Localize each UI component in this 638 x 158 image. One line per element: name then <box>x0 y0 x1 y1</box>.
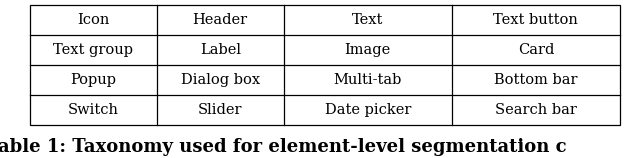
Text: Dialog box: Dialog box <box>181 73 260 87</box>
Text: Header: Header <box>193 13 248 27</box>
Text: Bottom bar: Bottom bar <box>494 73 577 87</box>
Text: Popup: Popup <box>70 73 116 87</box>
Text: Search bar: Search bar <box>495 103 577 117</box>
Text: Label: Label <box>200 43 241 57</box>
Text: Text: Text <box>352 13 383 27</box>
Text: Date picker: Date picker <box>325 103 411 117</box>
Text: Image: Image <box>345 43 391 57</box>
Text: Multi-tab: Multi-tab <box>334 73 402 87</box>
Text: Text button: Text button <box>493 13 579 27</box>
Bar <box>30 5 620 125</box>
Text: Text group: Text group <box>54 43 133 57</box>
Text: Card: Card <box>518 43 554 57</box>
Text: able 1: Taxonomy used for element-level segmentation c: able 1: Taxonomy used for element-level … <box>0 138 567 156</box>
Text: Icon: Icon <box>77 13 110 27</box>
Text: Slider: Slider <box>198 103 242 117</box>
Text: Switch: Switch <box>68 103 119 117</box>
